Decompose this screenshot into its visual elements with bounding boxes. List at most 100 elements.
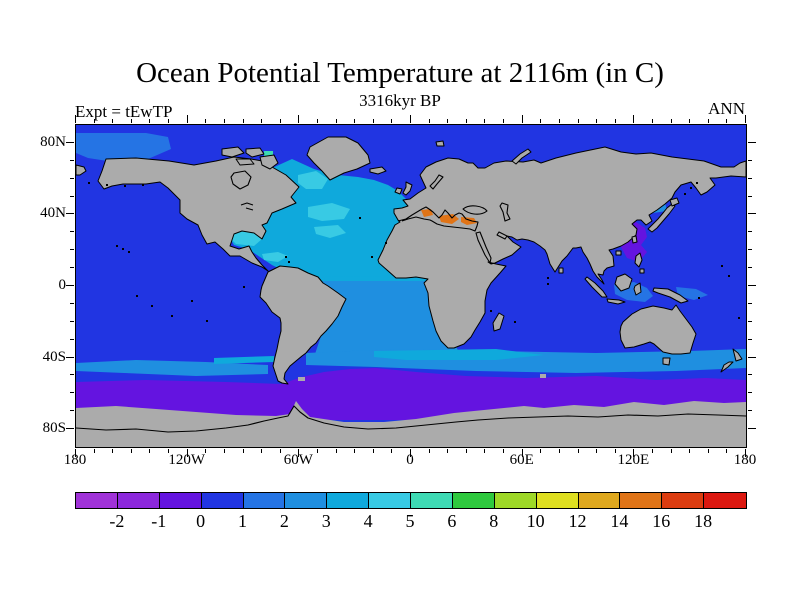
colorbar-segment — [76, 493, 118, 508]
sumatra — [584, 276, 608, 298]
colorbar-tick-label: 4 — [363, 511, 373, 531]
tasmania — [662, 357, 671, 366]
tick-mark — [484, 449, 486, 453]
tick-mark — [748, 267, 752, 269]
colorbar-tick-label: 10 — [526, 511, 545, 531]
tick-mark — [748, 285, 756, 286]
tick-mark — [540, 449, 542, 453]
tick-mark — [70, 159, 74, 161]
tick-mark — [186, 115, 188, 123]
east-mediterranean-14-16C — [461, 217, 477, 225]
tick-mark — [748, 410, 752, 412]
tick-mark — [75, 115, 76, 123]
tick-mark — [242, 449, 244, 453]
tick-mark — [521, 115, 523, 123]
persian-gulf-outline — [496, 231, 508, 240]
tick-mark — [70, 302, 74, 304]
tick-mark — [112, 119, 114, 123]
tick-mark — [223, 449, 225, 453]
tick-mark — [726, 119, 728, 123]
tick-mark — [428, 119, 430, 123]
colorbar-segment — [704, 493, 746, 508]
beaufort-patch-1-2C — [76, 133, 171, 162]
svalbard — [435, 140, 445, 147]
tick-mark — [112, 449, 114, 453]
island-specks-layer — [88, 182, 740, 323]
tick-mark — [70, 267, 74, 269]
tick-mark — [596, 449, 598, 453]
philippines — [634, 252, 643, 268]
tick-mark — [391, 449, 393, 453]
australia — [619, 304, 697, 355]
land-layer — [76, 136, 746, 447]
world-map-svg — [76, 125, 746, 447]
tick-mark — [149, 119, 151, 123]
colorbar-segment — [285, 493, 328, 508]
hainan — [615, 250, 622, 256]
tick-mark — [651, 119, 653, 123]
tick-mark — [70, 195, 74, 197]
tick-mark — [410, 449, 411, 457]
tick-mark — [242, 119, 244, 123]
season-label: ANN — [708, 99, 745, 118]
x-axis-tick-label: 120W — [168, 452, 205, 468]
arctic-island-2 — [245, 147, 265, 158]
tick-mark — [670, 449, 672, 453]
colorbar-tick-label: 6 — [447, 511, 457, 531]
tick-mark — [168, 449, 170, 453]
tick-mark — [577, 449, 579, 453]
black-sea-outline — [462, 205, 488, 215]
colorbar-tick-label: 18 — [694, 511, 713, 531]
antarctica-coastline — [76, 405, 746, 433]
experiment-label: Expt = tEwTP — [75, 102, 173, 121]
west-atlantic-4-5C — [308, 203, 350, 221]
colorbar-tick-label: 14 — [610, 511, 629, 531]
japan-hokkaido — [669, 197, 680, 207]
y-axis-tick-label: 40S — [42, 348, 66, 365]
tick-mark — [70, 231, 74, 233]
tick-mark — [748, 392, 752, 394]
tick-mark — [279, 449, 281, 453]
tick-mark — [748, 231, 752, 233]
tick-mark — [70, 177, 74, 179]
colorbar-segment — [201, 493, 244, 508]
kerguelen — [540, 374, 546, 378]
colorbar-segment — [369, 493, 411, 508]
solomon-sea-1-2C — [676, 287, 708, 300]
colorbar-tick-label: 16 — [652, 511, 671, 531]
tick-mark — [70, 410, 74, 412]
tick-mark — [447, 449, 449, 453]
gulf-of-mexico-4-5C — [230, 230, 262, 246]
chukotka-west-edge — [76, 164, 87, 176]
tick-mark — [261, 119, 263, 123]
tick-mark — [670, 119, 672, 123]
sulawesi — [633, 282, 642, 296]
x-axis-tick-label: 60W — [283, 452, 313, 468]
colorbar-tick-label: -2 — [109, 511, 125, 531]
tick-mark — [66, 285, 74, 286]
colorbar-tick-label: 2 — [279, 511, 289, 531]
greenland — [306, 136, 371, 181]
tick-mark — [465, 449, 467, 453]
tick-mark — [633, 115, 635, 123]
tick-mark — [372, 119, 374, 123]
colorbar-segment — [662, 493, 705, 508]
tick-mark — [614, 449, 616, 453]
tick-mark — [70, 392, 74, 394]
southern-streak-pacific-3-4C — [214, 356, 274, 364]
tick-mark — [484, 119, 486, 123]
novaya-zemlya — [511, 148, 532, 165]
tick-mark — [748, 428, 756, 430]
tick-mark — [707, 449, 709, 453]
caspian-sea-outline — [499, 202, 511, 222]
new-zealand-north — [732, 348, 743, 362]
tick-mark — [465, 119, 467, 123]
tick-mark — [70, 249, 74, 251]
baltic-sea-outline — [429, 174, 444, 190]
plot-subtitle: 3316kyr BP — [359, 91, 441, 110]
madagascar — [492, 312, 505, 332]
new-guinea — [652, 287, 689, 304]
tick-mark — [748, 356, 756, 358]
tick-mark — [130, 119, 132, 123]
java — [606, 298, 626, 305]
